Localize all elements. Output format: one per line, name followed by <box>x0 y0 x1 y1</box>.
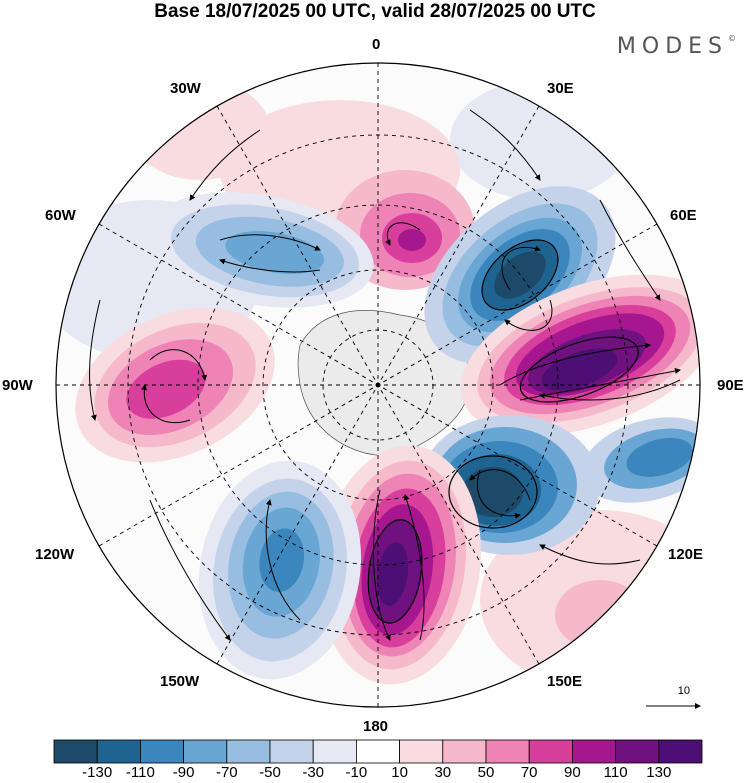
colorbar-tick-label: -30 <box>302 764 325 781</box>
colorbar-swatch <box>269 739 314 764</box>
lon-label-60e: 60E <box>670 207 697 224</box>
colorbar-swatch <box>53 739 98 764</box>
colorbar-tick-label: -110 <box>125 764 155 781</box>
colorbar-tick-label: -10 <box>345 764 368 781</box>
modes-logo-text: MODES <box>616 34 728 59</box>
colorbar-swatch <box>658 739 703 764</box>
colorbar-tick-label: 50 <box>477 764 495 781</box>
colorbar <box>53 739 703 764</box>
colorbar-tick-label: 10 <box>391 764 408 781</box>
lon-label-120e: 120E <box>668 546 704 563</box>
lon-label-120w: 120W <box>35 546 75 563</box>
anomaly-positive-180 <box>319 445 481 685</box>
lon-label-60w: 60W <box>45 207 76 224</box>
colorbar-swatch <box>615 739 660 764</box>
colorbar-tick-label: 30 <box>434 764 452 781</box>
colorbar-tick-label: -70 <box>215 764 238 781</box>
colorbar-tick-label: -50 <box>259 764 281 781</box>
modes-logo: MODES© <box>617 34 736 59</box>
anomaly-positive-125e <box>555 580 645 650</box>
anomaly-negative-105e <box>581 417 700 503</box>
colorbar-swatch <box>528 739 573 764</box>
anomaly-positive-85e <box>460 274 700 436</box>
lon-label-90w: 90W <box>2 377 33 394</box>
anomaly-field <box>56 63 700 707</box>
colorbar-swatch <box>226 739 271 764</box>
anomaly-positive-95w <box>75 307 275 463</box>
lon-label-30w: 30W <box>170 80 201 97</box>
lon-label-150e: 150E <box>547 673 583 690</box>
colorbar-swatch <box>183 739 228 764</box>
colorbar-swatch <box>572 739 617 764</box>
colorbar-swatch <box>139 739 184 764</box>
colorbar-swatch <box>355 739 400 764</box>
reference-vector-label: 10 <box>677 685 690 697</box>
colorbar-swatch <box>399 739 444 764</box>
colorbar-swatch <box>96 739 141 764</box>
lon-label-30e: 30E <box>547 80 574 97</box>
map-boundary <box>55 62 701 708</box>
lon-label-180: 180 <box>363 718 389 735</box>
colorbar-swatch <box>442 739 487 764</box>
anomaly-negative-50w <box>146 192 374 308</box>
wind-vectors <box>89 109 681 641</box>
lon-label-90e: 90E <box>717 377 744 394</box>
lon-label-150w: 150W <box>160 673 200 690</box>
copyright-mark: © <box>728 34 736 43</box>
colorbar-tick-label: 110 <box>603 764 628 781</box>
colorbar-tick-label: 90 <box>564 764 581 781</box>
colorbar-tick-label: -130 <box>82 764 113 781</box>
map-title: Base 18/07/2025 00 UTC, valid 28/07/2025… <box>154 1 596 22</box>
lon-label-0: 0 <box>372 36 381 53</box>
graticule <box>56 63 700 707</box>
colorbar-tick-label: 70 <box>520 764 538 781</box>
colorbar-tick-label: 130 <box>646 764 672 781</box>
colorbar-swatch <box>312 739 357 764</box>
colorbar-swatch <box>485 739 530 764</box>
colorbar-tick-label: -90 <box>172 764 195 781</box>
anomaly-negative-145w <box>198 460 362 680</box>
